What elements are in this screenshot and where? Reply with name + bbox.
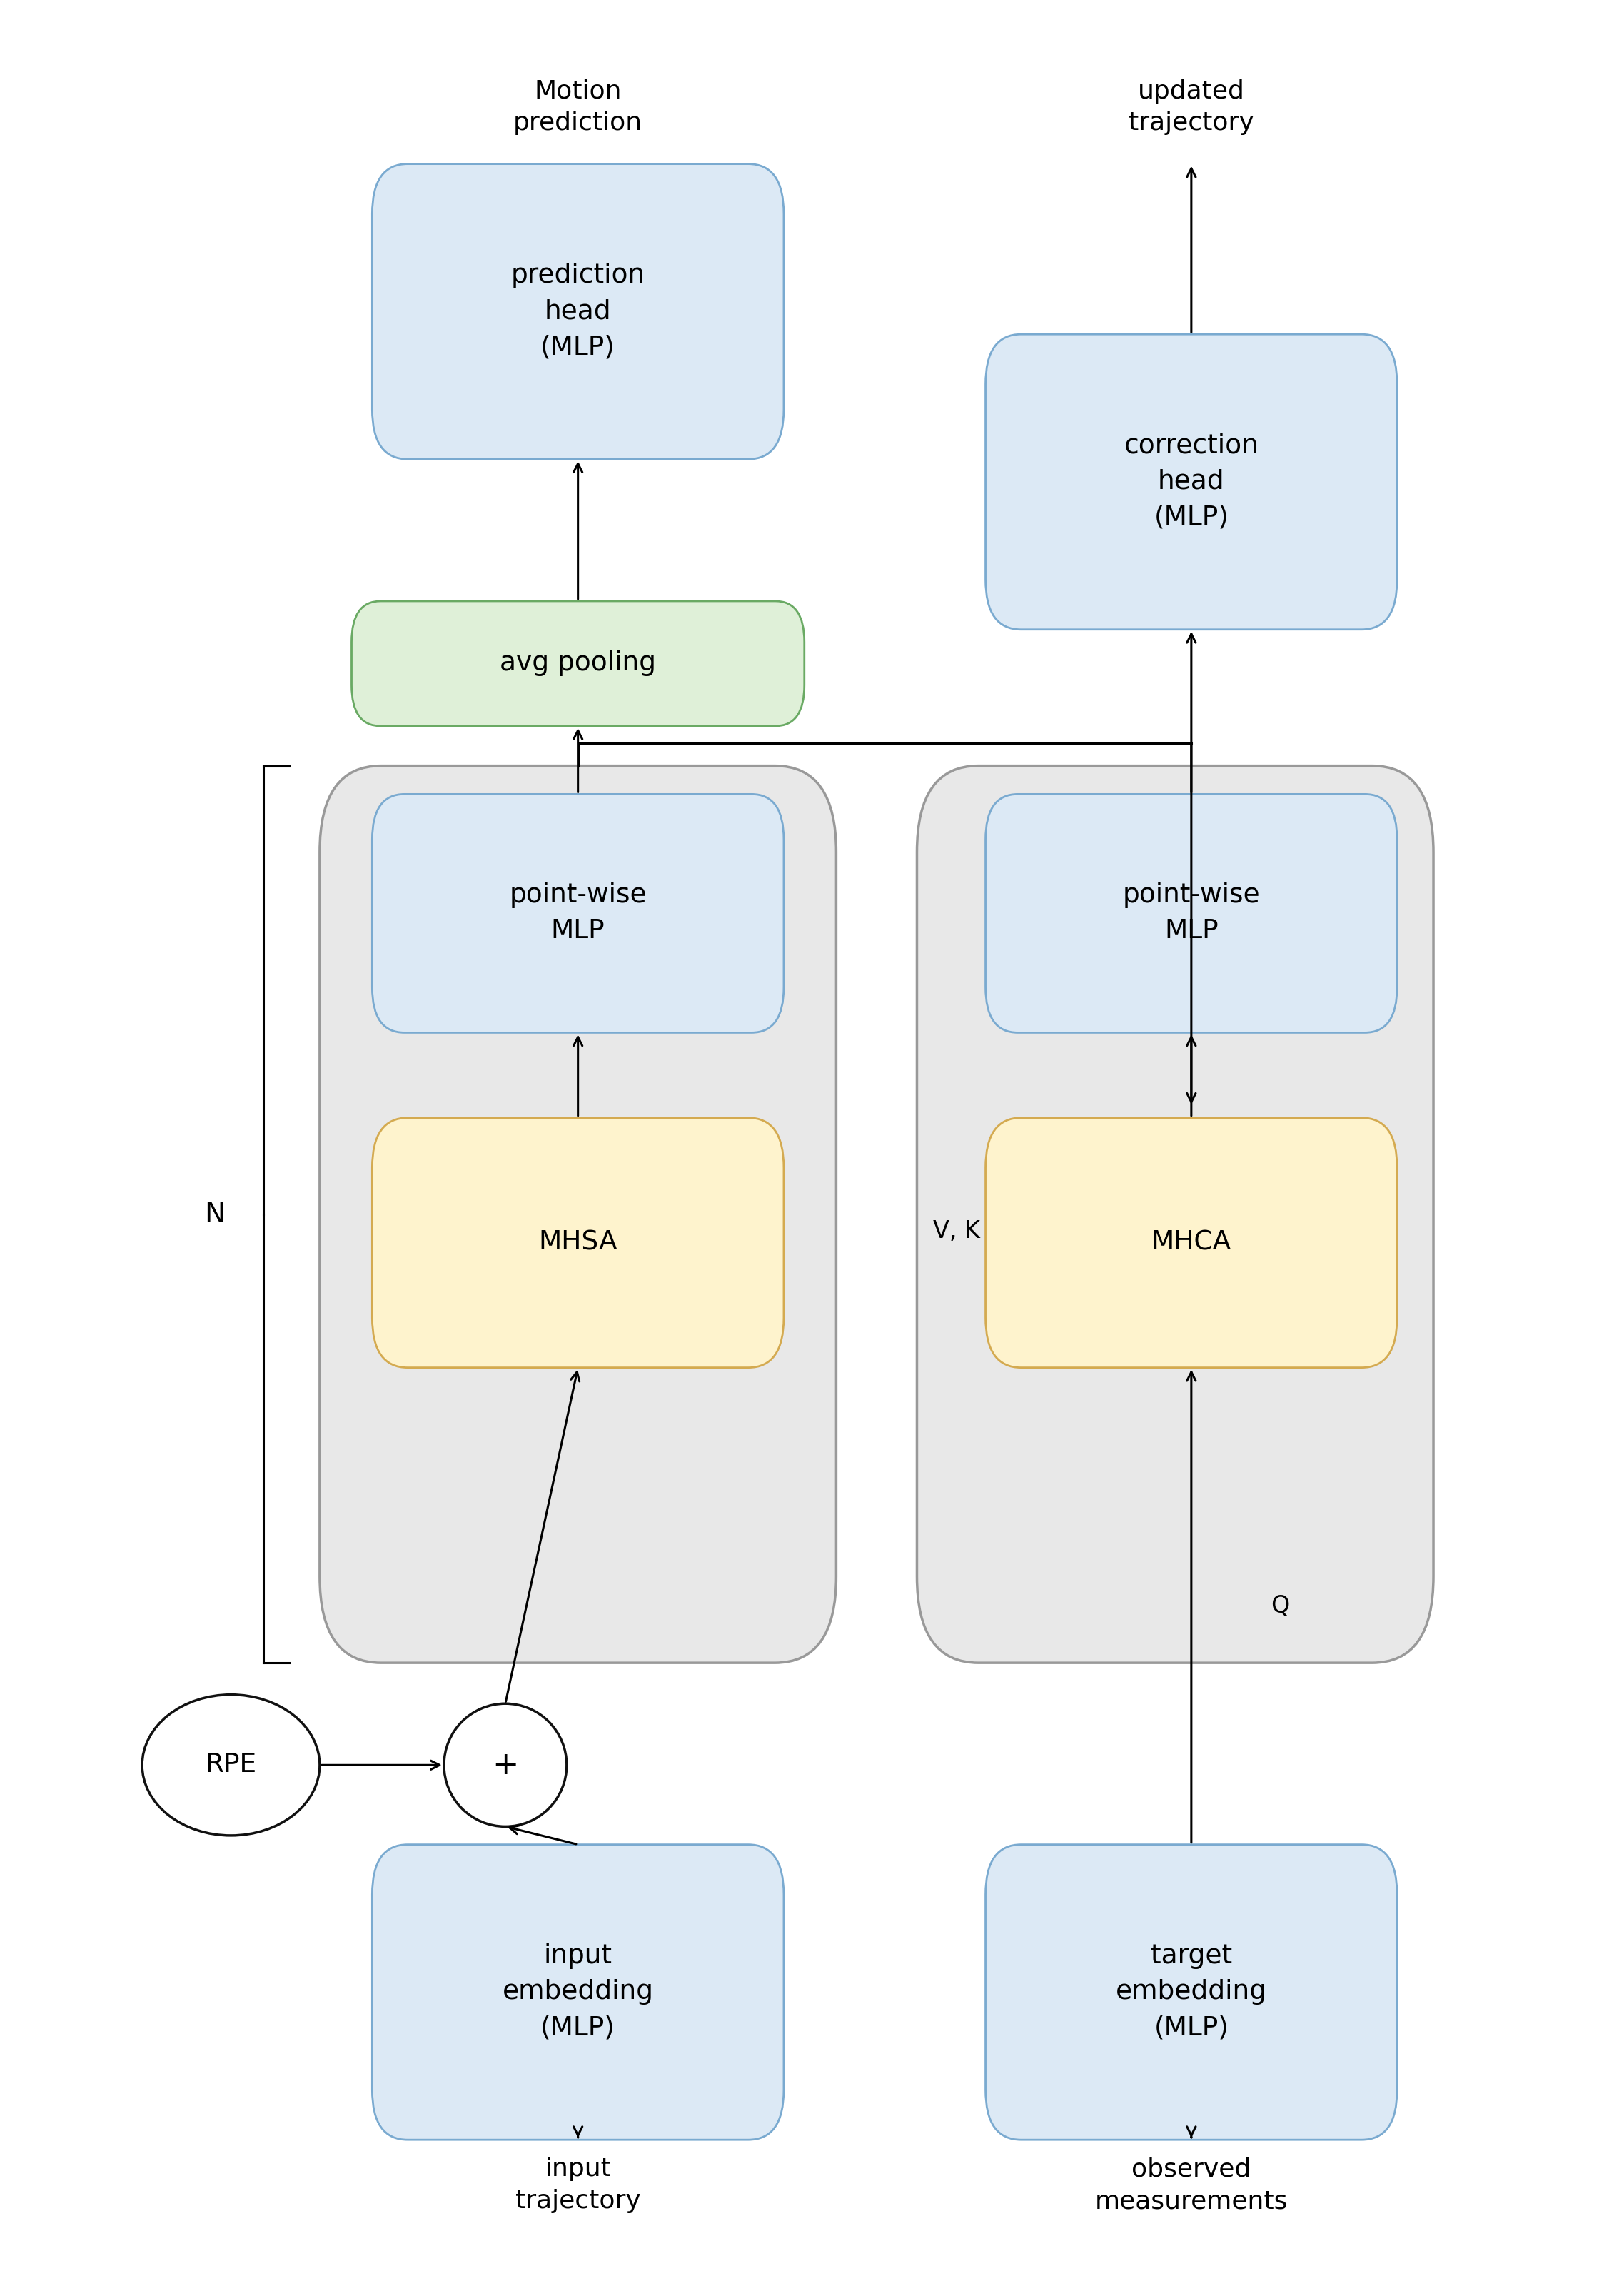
FancyBboxPatch shape [372,164,784,458]
Text: point-wise
MLP: point-wise MLP [1122,883,1260,944]
FancyBboxPatch shape [986,335,1397,630]
Text: MHCA: MHCA [1151,1229,1231,1255]
Text: prediction
head
(MLP): prediction head (MLP) [512,262,645,360]
FancyBboxPatch shape [986,1118,1397,1369]
Text: RPE: RPE [205,1752,257,1777]
Text: target
embedding
(MLP): target embedding (MLP) [1116,1943,1267,2041]
FancyBboxPatch shape [986,794,1397,1033]
Text: Motion
prediction: Motion prediction [513,80,643,135]
FancyBboxPatch shape [351,602,804,725]
Text: input
trajectory: input trajectory [515,2158,641,2213]
FancyBboxPatch shape [320,766,836,1663]
Text: observed
measurements: observed measurements [1095,2158,1288,2213]
Text: point-wise
MLP: point-wise MLP [510,883,646,944]
Text: avg pooling: avg pooling [500,650,656,677]
Text: V, K: V, K [934,1220,981,1243]
FancyBboxPatch shape [918,766,1434,1663]
Text: correction
head
(MLP): correction head (MLP) [1124,433,1259,531]
FancyBboxPatch shape [986,1845,1397,2140]
Ellipse shape [143,1695,320,1836]
FancyBboxPatch shape [372,1845,784,2140]
Text: +: + [492,1750,518,1781]
FancyBboxPatch shape [372,794,784,1033]
Ellipse shape [443,1704,567,1827]
Text: updated
trajectory: updated trajectory [1129,80,1254,135]
FancyBboxPatch shape [372,1118,784,1369]
Text: Q: Q [1270,1594,1289,1617]
Text: N: N [205,1200,226,1227]
Text: MHSA: MHSA [539,1229,617,1255]
Text: input
embedding
(MLP): input embedding (MLP) [502,1943,653,2041]
